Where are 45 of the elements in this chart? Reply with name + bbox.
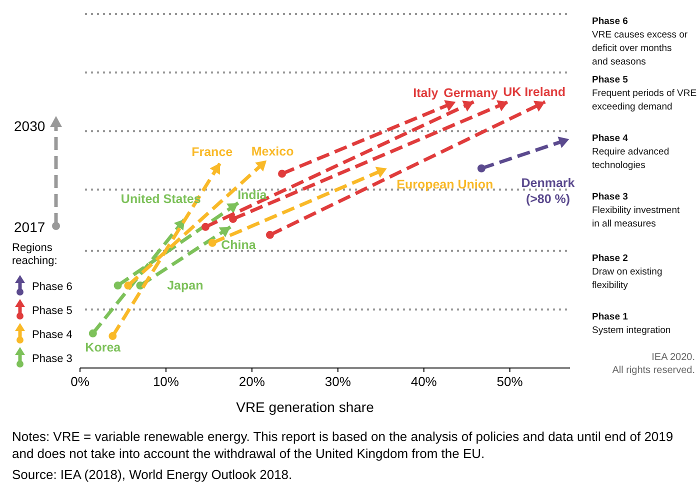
point xyxy=(88,329,97,338)
legend-label: Phase 4 xyxy=(32,329,72,341)
ref-line-label: Phase 6 VRE causes excess or deficit over months and seasons xyxy=(592,16,688,68)
legend-title: Regions reaching: xyxy=(12,242,58,267)
ref-line-label: Phase 4 Require advanced technologies xyxy=(592,133,670,172)
text: 2030 xyxy=(14,118,46,134)
point xyxy=(202,222,210,231)
x-axis-title: VRE generation share xyxy=(236,399,374,415)
annotation: India xyxy=(238,188,268,202)
annotation: Mexico xyxy=(251,144,294,158)
ref-line-label: Phase 1 System integration xyxy=(592,311,671,336)
ref-line-label: Phase 2 Draw on existing flexibility xyxy=(592,252,662,291)
annotation: Japan xyxy=(167,278,204,292)
annotation: European Union xyxy=(396,177,494,192)
x-tick-label: 20% xyxy=(238,374,266,389)
legend-label: Phase 5 xyxy=(32,305,72,317)
annotation: China xyxy=(221,238,257,252)
text: IEA 2020. All rights reserved. xyxy=(612,352,695,376)
annotation: Korea xyxy=(85,340,122,354)
point xyxy=(114,281,122,290)
point xyxy=(108,332,117,340)
x-tick-label: 0% xyxy=(70,374,90,389)
legend-label: Phase 6 xyxy=(32,281,72,293)
legend-label: Phase 3 xyxy=(32,353,72,365)
x-tick-label: 10% xyxy=(152,374,180,389)
point xyxy=(208,238,216,247)
point xyxy=(266,230,274,239)
x-tick-label: 40% xyxy=(410,374,438,389)
annotation: Italy xyxy=(413,86,438,100)
annotation: UK xyxy=(503,84,522,99)
x-tick-label: 50% xyxy=(496,374,524,389)
point xyxy=(124,281,132,290)
annotation: Denmark (>80 %) xyxy=(521,176,575,206)
x-tick-label: 30% xyxy=(324,374,352,389)
point xyxy=(278,170,286,178)
source-note: Source: IEA (2018), World Energy Outlook 2018. xyxy=(12,467,292,482)
text: 2017 xyxy=(14,219,46,235)
annotation: Ireland xyxy=(524,84,566,99)
text: Notes: VRE = variable renewable energy. This report is based on the analysis of policies and data until end of 2019 and does not take into account the withdrawal of the United Kingdom from the EU. xyxy=(12,429,674,461)
annotation: France xyxy=(192,145,233,160)
ref-line-label: Phase 3 Flexibility investment in all measures xyxy=(592,192,680,230)
annotation: Germany xyxy=(444,86,498,100)
ref-line-label: Phase 5 Frequent periods of VRE exceeding demand xyxy=(592,74,697,113)
point xyxy=(229,214,238,223)
point xyxy=(477,164,486,172)
